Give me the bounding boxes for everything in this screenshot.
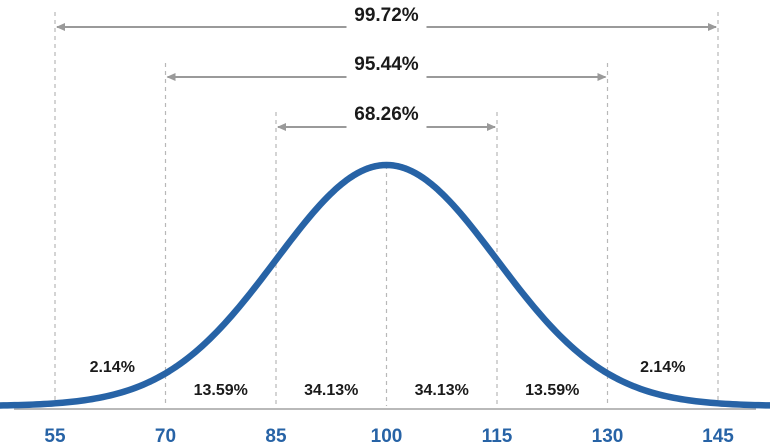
- x-tick-label: 145: [702, 426, 734, 445]
- region-label: 13.59%: [525, 382, 579, 399]
- span-6826: 68.26%: [277, 104, 497, 135]
- x-tick-label: 85: [265, 426, 287, 445]
- span-label-backdrop: [346, 15, 427, 35]
- region-label: 34.13%: [415, 382, 469, 399]
- x-tick-label: 70: [155, 426, 176, 445]
- x-tick-label: 55: [44, 426, 66, 445]
- x-tick-label: 130: [592, 426, 624, 445]
- span-label: 95.44%: [354, 54, 419, 75]
- x-tick-labels: 55 70 85 100 115 130 145: [44, 426, 734, 445]
- region-label: 13.59%: [194, 382, 248, 399]
- percent-spans: 99.72% 95.44% 68.26%: [56, 5, 718, 135]
- bell-curve: [0, 161, 770, 409]
- span-9544: 95.44%: [166, 54, 607, 85]
- x-tick-label: 115: [482, 426, 513, 445]
- region-labels: 2.14% 13.59% 34.13% 34.13% 13.59% 2.14%: [90, 359, 686, 399]
- region-label: 34.13%: [304, 382, 358, 399]
- span-label-backdrop: [346, 65, 427, 85]
- span-9972: 99.72%: [56, 5, 718, 35]
- region-label: 2.14%: [640, 359, 685, 376]
- region-label: 2.14%: [90, 359, 135, 376]
- span-label: 68.26%: [354, 104, 419, 125]
- span-label-backdrop: [346, 115, 427, 135]
- span-label: 99.72%: [354, 5, 419, 26]
- x-tick-label: 100: [371, 426, 403, 445]
